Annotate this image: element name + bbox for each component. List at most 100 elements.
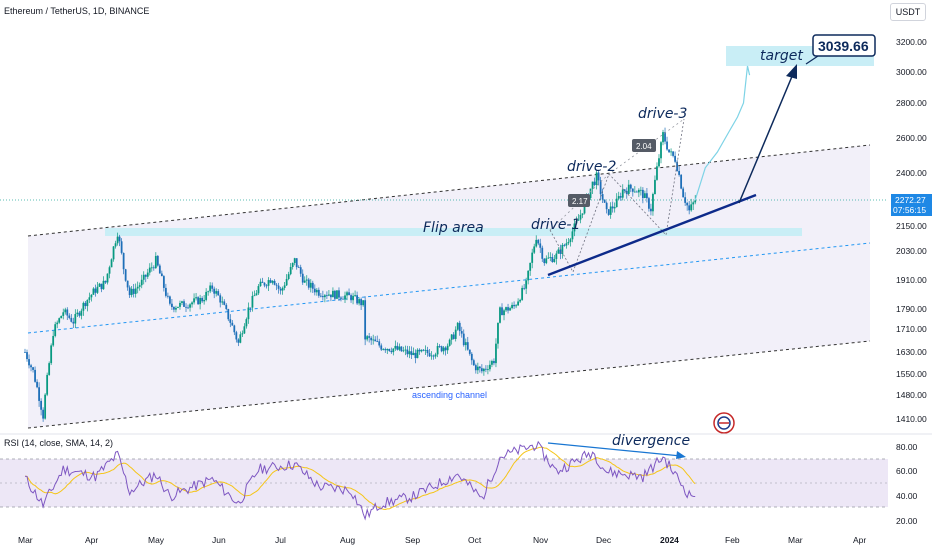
candle-body — [452, 334, 455, 339]
candle-body — [225, 304, 228, 310]
candle-body — [96, 286, 99, 293]
candle-body — [440, 346, 443, 352]
candle-body — [199, 297, 202, 305]
divergence-line — [547, 442, 682, 457]
candle-body — [175, 307, 177, 310]
candle-body — [499, 307, 501, 323]
rsi-indicator-title[interactable]: RSI (14, close, SMA, 14, 2) — [4, 438, 114, 448]
candle-body — [223, 301, 226, 305]
candle-body — [565, 243, 568, 246]
candle-body — [100, 283, 103, 290]
candle-body — [646, 193, 648, 199]
candle-body — [249, 307, 252, 309]
candle-body — [617, 196, 620, 199]
candle-body — [201, 297, 204, 302]
candle-body — [648, 198, 650, 209]
time-tick-label: Nov — [533, 535, 549, 545]
candle-body — [185, 306, 187, 308]
candle-body — [50, 345, 53, 364]
candle-body — [46, 374, 49, 395]
candle-body — [380, 345, 383, 350]
candle-body — [487, 369, 489, 371]
candle-body — [525, 280, 528, 289]
candle-body — [420, 349, 423, 352]
candle-body — [148, 267, 151, 273]
candle-body — [358, 299, 361, 304]
candle-body — [356, 295, 358, 304]
candle-body — [74, 314, 77, 324]
candle-body — [462, 333, 465, 346]
candle-body — [609, 206, 612, 215]
candle-body — [233, 325, 236, 333]
price-tick-label: 2400.00 — [896, 168, 927, 178]
candle-body — [332, 290, 334, 298]
countdown-value: 07:56:15 — [893, 205, 926, 215]
candle-body — [54, 324, 57, 336]
target-value: 3039.66 — [818, 38, 869, 54]
candle-body — [495, 343, 497, 364]
candle-body — [98, 283, 101, 287]
candle-body — [382, 349, 385, 350]
callout-pointer — [805, 55, 819, 65]
candle-body — [171, 303, 173, 308]
candle-body — [126, 280, 129, 288]
projection-path — [694, 65, 751, 201]
candle-body — [408, 351, 411, 355]
support-trendline — [547, 193, 757, 277]
candle-body — [573, 223, 576, 232]
candle-body — [593, 181, 596, 185]
candle-body — [501, 307, 503, 316]
candle-body — [38, 387, 40, 401]
candle-body — [164, 287, 167, 296]
candle-body — [460, 331, 463, 334]
candle-body — [664, 132, 666, 142]
candle-body — [104, 280, 107, 283]
candle-body — [319, 295, 322, 297]
candle-body — [213, 288, 216, 294]
candle-body — [336, 290, 338, 299]
candle-body — [245, 319, 248, 327]
time-tick-label: 2024 — [660, 535, 679, 545]
candle-body — [559, 249, 562, 254]
candle-body — [627, 184, 630, 194]
candle-body — [142, 274, 145, 280]
candle-body — [470, 353, 473, 361]
candle-body — [668, 149, 670, 153]
candle-body — [396, 345, 399, 350]
candle-body — [635, 191, 638, 193]
candle-body — [352, 295, 354, 301]
candle-body — [466, 342, 469, 350]
candle-body — [398, 346, 401, 350]
candle-body — [611, 206, 614, 209]
candle-body — [497, 322, 499, 344]
candle-body — [680, 174, 683, 189]
candle-body — [662, 132, 664, 143]
currency-button[interactable]: USDT — [890, 3, 926, 21]
candle-body — [605, 202, 608, 210]
candle-body — [136, 286, 139, 289]
candle-body — [34, 369, 36, 382]
candle-body — [90, 294, 93, 298]
candle-body — [110, 259, 113, 268]
candle-body — [484, 368, 487, 370]
time-tick-label: Feb — [725, 535, 740, 545]
candle-body — [307, 279, 310, 288]
candle-body — [482, 368, 485, 372]
candle-body — [26, 352, 28, 360]
candle-body — [283, 285, 286, 288]
candle-body — [346, 292, 348, 296]
candle-body — [203, 299, 206, 302]
candle-body — [197, 297, 199, 305]
candle-body — [360, 299, 363, 306]
candle-body — [323, 295, 326, 298]
rsi-tick-label: 80.00 — [896, 442, 918, 452]
candle-body — [581, 213, 584, 215]
candle-body — [666, 141, 668, 150]
candle-body — [563, 244, 566, 246]
candle-body — [621, 189, 624, 198]
candle-body — [160, 273, 163, 277]
price-tick-label: 2600.00 — [896, 133, 927, 143]
candle-body — [78, 312, 81, 316]
candle-body — [472, 360, 475, 366]
candle-body — [694, 200, 697, 203]
